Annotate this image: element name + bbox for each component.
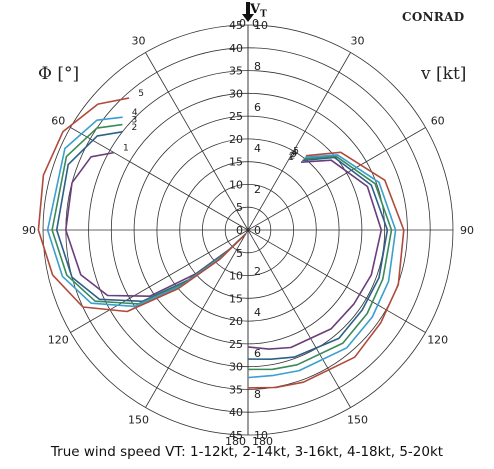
right-angle-label: 90 bbox=[460, 224, 474, 237]
curve-label: 5 bbox=[138, 89, 144, 99]
left-tick-label: 35 bbox=[229, 383, 243, 396]
grid-spoke bbox=[145, 52, 249, 231]
left-angle-label: 90 bbox=[22, 224, 36, 237]
curve-label: 2 bbox=[132, 123, 138, 133]
left-tick-label: 5 bbox=[236, 247, 243, 260]
left-tick-label: 40 bbox=[229, 42, 243, 55]
down-arrow-icon bbox=[242, 2, 254, 22]
left-angle-label: 60 bbox=[51, 115, 65, 128]
left-angle-label: 150 bbox=[128, 414, 149, 427]
right-series-line bbox=[247, 154, 397, 379]
curve-label: 5 bbox=[293, 147, 299, 157]
right-radial-ticks: 0 2 2 4 4 6 6 8 8 10 10 bbox=[254, 19, 268, 442]
right-tick-label: 6 bbox=[254, 347, 261, 360]
right-axis-title: v [kt] bbox=[421, 64, 467, 84]
grid-spoke bbox=[247, 127, 426, 231]
left-angle-label: 30 bbox=[132, 34, 146, 47]
left-tick-label: 20 bbox=[229, 315, 243, 328]
right-series-line bbox=[247, 151, 405, 389]
right-tick-label: 2 bbox=[254, 265, 261, 278]
left-tick-label: 25 bbox=[229, 110, 243, 123]
right-tick-label: 10 bbox=[254, 429, 268, 442]
curve-label: 4 bbox=[292, 148, 298, 158]
brand-logo: CONRAD bbox=[402, 10, 465, 24]
right-series-line bbox=[247, 159, 383, 350]
left-tick-label: 0 bbox=[236, 224, 243, 237]
right-tick-label: 2 bbox=[254, 183, 261, 196]
right-angle-label: 120 bbox=[427, 334, 448, 347]
right-angle-label: 30 bbox=[351, 34, 365, 47]
left-tick-label: 15 bbox=[229, 156, 243, 169]
grid-spoke bbox=[145, 229, 249, 408]
left-tick-label: 20 bbox=[229, 133, 243, 146]
curve-label: 3 bbox=[291, 150, 297, 160]
left-tick-label: 30 bbox=[229, 361, 243, 374]
curve-label: 2 bbox=[289, 152, 295, 162]
left-axis-title: Φ [°] bbox=[38, 64, 80, 84]
right-angle-label: 0 bbox=[252, 17, 259, 30]
left-tick-label: 40 bbox=[229, 406, 243, 419]
curve-label: 3 bbox=[132, 116, 138, 126]
right-series-line bbox=[247, 156, 389, 360]
left-tick-label: 30 bbox=[229, 87, 243, 100]
right-tick-label: 10 bbox=[254, 19, 268, 32]
wind-speed-symbol: VT bbox=[250, 2, 267, 20]
polar-curves bbox=[37, 97, 405, 389]
left-tick-label: 45 bbox=[229, 429, 243, 442]
left-angle-label: 180 bbox=[225, 435, 246, 448]
grid-spoke bbox=[247, 229, 351, 408]
right-tick-label: 8 bbox=[254, 60, 261, 73]
left-tick-label: 10 bbox=[229, 178, 243, 191]
left-series-line bbox=[55, 131, 247, 303]
polar-grid bbox=[42, 24, 454, 436]
right-angle-label: 180 bbox=[252, 435, 273, 448]
right-tick-label: 4 bbox=[254, 142, 261, 155]
right-tick-label: 4 bbox=[254, 306, 261, 319]
right-series-line bbox=[247, 155, 393, 371]
left-tick-label: 5 bbox=[236, 201, 243, 214]
chart-caption: True wind speed VT: 1-12kt, 2-14kt, 3-16… bbox=[50, 444, 444, 460]
right-tick-label: 8 bbox=[254, 388, 261, 401]
right-tick-label: 6 bbox=[254, 101, 261, 114]
left-angle-label: 120 bbox=[48, 334, 69, 347]
left-tick-label: 15 bbox=[229, 292, 243, 305]
left-angle-label: 0 bbox=[239, 17, 246, 30]
left-tick-label: 10 bbox=[229, 270, 243, 283]
left-series-line bbox=[37, 97, 247, 313]
curve-label: 1 bbox=[288, 153, 294, 163]
grid-spoke bbox=[70, 229, 249, 333]
left-tick-label: 25 bbox=[229, 338, 243, 351]
left-tick-label: 35 bbox=[229, 65, 243, 78]
curve-label: 4 bbox=[132, 108, 138, 118]
grid-spoke bbox=[247, 52, 351, 231]
grid-spoke bbox=[247, 229, 426, 333]
right-angle-label: 60 bbox=[431, 115, 445, 128]
grid-spoke bbox=[70, 127, 249, 231]
curve-label: 1 bbox=[123, 144, 129, 154]
left-series-line bbox=[65, 151, 247, 297]
right-angle-label: 150 bbox=[347, 414, 368, 427]
left-tick-label: 45 bbox=[229, 19, 243, 32]
right-tick-label: 0 bbox=[254, 224, 261, 237]
